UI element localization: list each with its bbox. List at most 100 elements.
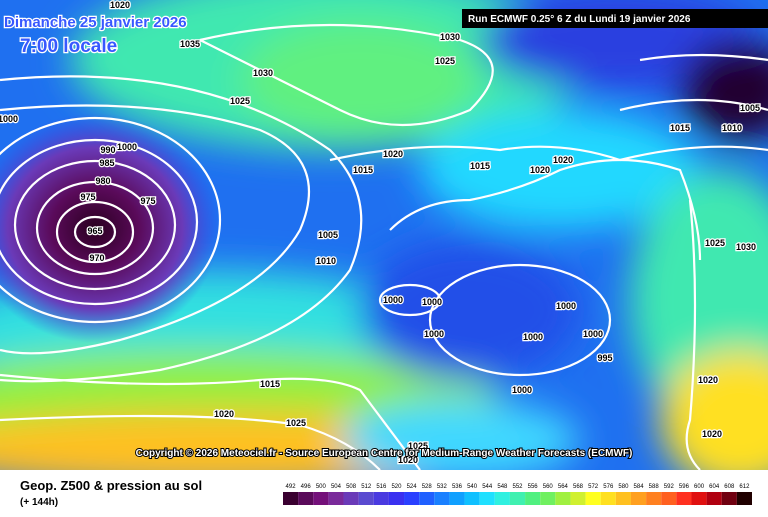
colorbar-label: 544 xyxy=(482,484,493,490)
colorbar-label: 580 xyxy=(618,484,629,490)
colorbar-cell xyxy=(555,492,571,505)
colorbar-label: 600 xyxy=(694,484,705,490)
colorbar-cell xyxy=(615,492,631,505)
colorbar-cell xyxy=(388,492,405,505)
isobar-label: 1020 xyxy=(214,409,234,419)
isobar-label: 1010 xyxy=(722,123,742,133)
colorbar-label: 560 xyxy=(543,484,554,490)
colorbar-cell xyxy=(328,492,344,505)
colorbar-cell xyxy=(661,492,677,505)
isobar-label: 980 xyxy=(95,176,110,186)
colorbar-cell xyxy=(358,492,374,505)
colorbar-label: 520 xyxy=(391,484,402,490)
colorbar-cell xyxy=(298,492,314,505)
isobar-label: 1005 xyxy=(740,103,760,113)
isobar-label: 1000 xyxy=(556,301,576,311)
colorbar-label: 552 xyxy=(512,484,523,490)
forecast-date: Dimanche 25 janvier 2026 xyxy=(4,14,187,31)
isobar-label: 1020 xyxy=(553,155,573,165)
isobar-label: 1020 xyxy=(698,375,718,385)
isobar-label: 1000 xyxy=(583,329,603,339)
isobar-label: 1000 xyxy=(422,297,442,307)
isobar-label: 1030 xyxy=(736,242,756,252)
colorbar-label: 500 xyxy=(316,484,327,490)
isobar-label: 995 xyxy=(597,353,612,363)
colorbar-cell xyxy=(313,492,329,505)
isobar-label: 1000 xyxy=(117,142,137,152)
run-banner xyxy=(462,9,768,28)
colorbar-label: 596 xyxy=(679,484,690,490)
colorbar-cell xyxy=(600,492,616,505)
colorbar: 492 496 500 504 508 512 516 520 524 528 532 536 540 5… xyxy=(283,484,752,505)
colorbar-label: 576 xyxy=(603,484,614,490)
colorbar-cell xyxy=(570,492,586,505)
colorbar-label: 504 xyxy=(331,484,342,490)
isobar-label: 1010 xyxy=(316,256,336,266)
colorbar-cell xyxy=(736,492,752,505)
colorbar-cell xyxy=(373,492,389,505)
isobar-label: 1020 xyxy=(110,0,130,10)
isobar-label: 990 xyxy=(100,145,115,155)
colorbar-cell xyxy=(464,492,480,505)
isobar-label: 1015 xyxy=(353,165,373,175)
colorbar-cell xyxy=(449,492,465,505)
colorbar-label: 608 xyxy=(724,484,735,490)
isobar-label: 1000 xyxy=(512,385,532,395)
isobar-label: 1015 xyxy=(260,379,280,389)
isobar-label: 1015 xyxy=(670,123,690,133)
colorbar-label: 584 xyxy=(634,484,645,490)
colorbar-cell xyxy=(630,492,647,505)
isobar-label: 975 xyxy=(80,192,95,202)
colorbar-cell xyxy=(706,492,722,505)
colorbar-cell xyxy=(419,492,435,505)
isobar-label: 1025 xyxy=(286,418,306,428)
colorbar-label: 604 xyxy=(709,484,720,490)
colorbar-cell xyxy=(283,492,299,505)
isobar-label: 1020 xyxy=(383,149,403,159)
isobar-label: 1000 xyxy=(383,295,403,305)
footer-title: Geop. Z500 & pression au sol xyxy=(20,478,202,493)
colorbar-label: 516 xyxy=(376,484,387,490)
colorbar-label: 592 xyxy=(664,484,675,490)
copyright: Copyright © 2026 Meteociel.fr - Source E… xyxy=(136,448,633,459)
isobar-label: 1025 xyxy=(705,238,725,248)
colorbar-cell xyxy=(691,492,707,505)
colorbar-label: 528 xyxy=(422,484,433,490)
colorbar-cell xyxy=(585,492,601,505)
map-background xyxy=(0,0,768,490)
footer-lead: (+ 144h) xyxy=(20,497,58,508)
run-info: Run ECMWF 0.25° 6 Z du Lundi 19 janvier … xyxy=(468,14,691,25)
colorbar-cell xyxy=(540,492,556,505)
colorbar-label: 540 xyxy=(467,484,478,490)
isobar-label: 1035 xyxy=(180,39,200,49)
colorbar-label: 524 xyxy=(407,484,418,490)
isobar-label: 1015 xyxy=(470,161,490,171)
colorbar-label: 556 xyxy=(528,484,539,490)
isobar-label: 1020 xyxy=(702,429,722,439)
colorbar-label: 512 xyxy=(361,484,372,490)
isobar-label: 970 xyxy=(89,253,104,263)
colorbar-cell xyxy=(721,492,737,505)
colorbar-label: 532 xyxy=(437,484,448,490)
colorbar-label: 508 xyxy=(346,484,357,490)
isobar-label: 965 xyxy=(87,226,102,236)
isobar-label: 1005 xyxy=(318,230,338,240)
colorbar-label: 568 xyxy=(573,484,584,490)
colorbar-cell xyxy=(646,492,662,505)
isobar-label: 1000 xyxy=(523,332,543,342)
isobars xyxy=(0,23,768,471)
colorbar-label: 588 xyxy=(649,484,660,490)
isobar-label: 1025 xyxy=(230,96,250,106)
colorbar-label: 492 xyxy=(286,484,297,490)
forecast-time: 7:00 locale xyxy=(20,36,117,57)
isobar-label: 1000 xyxy=(424,329,444,339)
colorbar-cell xyxy=(343,492,359,505)
colorbar-label: 572 xyxy=(588,484,599,490)
isobar-label: 1030 xyxy=(253,68,273,78)
colorbar-label: 612 xyxy=(739,484,750,490)
colorbar-cell xyxy=(525,492,541,505)
colorbar-cell xyxy=(404,492,420,505)
isobar-label: 1030 xyxy=(440,32,460,42)
